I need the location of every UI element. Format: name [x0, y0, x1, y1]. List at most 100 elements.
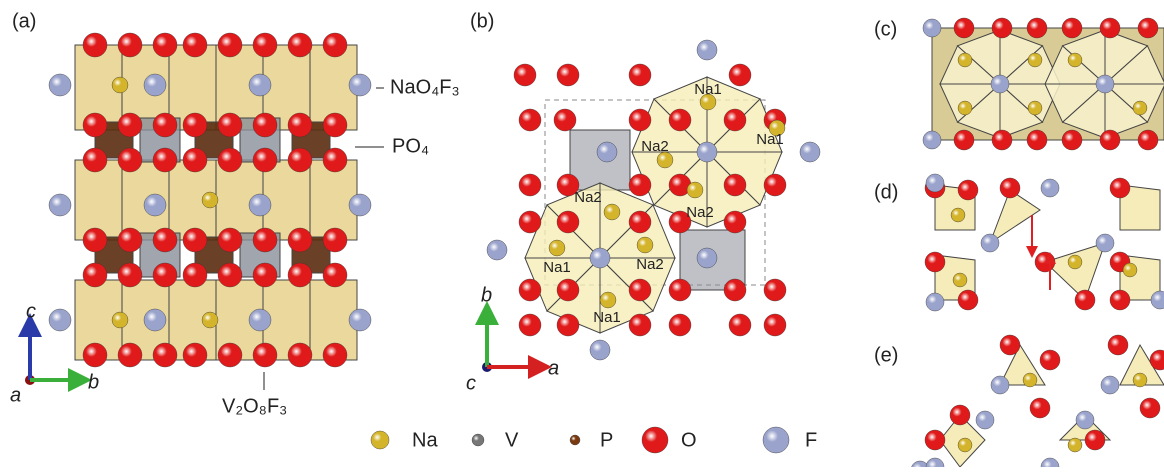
atom	[48, 193, 72, 217]
atom	[1026, 17, 1048, 39]
atom	[518, 278, 542, 302]
atom	[1137, 17, 1159, 39]
atom	[686, 181, 704, 199]
site-label: Na2	[686, 204, 714, 221]
atom	[48, 73, 72, 97]
atom	[696, 141, 718, 163]
atom	[596, 141, 618, 163]
atom	[723, 173, 747, 197]
atom	[668, 313, 692, 337]
atom	[990, 74, 1010, 94]
atom	[991, 129, 1013, 151]
atom	[1084, 429, 1106, 451]
atom	[696, 247, 718, 269]
atom	[1132, 372, 1148, 388]
atom	[763, 173, 787, 197]
atom	[728, 313, 752, 337]
atom	[252, 32, 278, 58]
atom	[953, 17, 975, 39]
atom	[252, 262, 278, 288]
axis-label: a	[548, 357, 559, 379]
atom	[322, 112, 348, 138]
atom	[287, 262, 313, 288]
atom	[82, 227, 108, 253]
atom	[957, 100, 973, 116]
atom	[182, 32, 208, 58]
axis-label: b	[481, 284, 492, 306]
site-label: Na2	[636, 256, 664, 273]
atom	[1109, 289, 1131, 311]
atom	[628, 173, 652, 197]
atom	[1099, 129, 1121, 151]
atom	[217, 262, 243, 288]
atom	[668, 278, 692, 302]
atom	[82, 112, 108, 138]
atom	[117, 262, 143, 288]
atom	[252, 227, 278, 253]
atom	[152, 147, 178, 173]
axis-label: a	[10, 384, 21, 406]
atom	[628, 210, 652, 234]
atom	[991, 17, 1013, 39]
atom	[980, 233, 1000, 253]
atom	[548, 239, 566, 257]
atom	[696, 39, 718, 61]
atom	[143, 73, 167, 97]
atom	[1029, 397, 1051, 419]
atom	[348, 308, 372, 332]
site-label: Na1	[543, 259, 571, 276]
axis-label: c	[26, 300, 36, 322]
atom	[152, 342, 178, 368]
atom	[723, 210, 747, 234]
polyhedron	[569, 129, 631, 191]
atom	[117, 32, 143, 58]
atom	[82, 32, 108, 58]
atom	[589, 339, 611, 361]
atom	[1067, 437, 1083, 453]
atom	[117, 227, 143, 253]
atom	[1149, 349, 1164, 371]
atom	[1132, 100, 1148, 116]
atom	[924, 251, 946, 273]
atom	[1109, 177, 1131, 199]
atom	[248, 73, 272, 97]
atom	[348, 193, 372, 217]
atom	[1026, 129, 1048, 151]
atom	[252, 112, 278, 138]
legend-label: Na	[412, 429, 438, 451]
atom	[217, 147, 243, 173]
atom	[925, 457, 945, 472]
atom	[1150, 290, 1164, 310]
atom	[925, 292, 945, 312]
polyhedron	[74, 159, 123, 241]
atom	[322, 32, 348, 58]
site-label: Na1	[593, 309, 621, 326]
atom	[990, 375, 1010, 395]
atom	[248, 308, 272, 332]
atom	[1067, 254, 1083, 270]
atom	[799, 141, 821, 163]
atom	[82, 262, 108, 288]
atom	[82, 147, 108, 173]
atom	[599, 291, 617, 309]
atom	[975, 410, 995, 430]
atom	[287, 342, 313, 368]
atom	[1061, 129, 1083, 151]
atom	[1139, 397, 1161, 419]
atom	[950, 207, 966, 223]
atom	[322, 147, 348, 173]
atom	[723, 108, 747, 132]
panel-label: (e)	[874, 344, 898, 366]
atom	[111, 76, 129, 94]
atom	[1061, 17, 1083, 39]
atom	[217, 227, 243, 253]
panel-label: (a)	[12, 10, 36, 32]
atom	[668, 108, 692, 132]
atom	[603, 203, 621, 221]
atom	[1067, 52, 1083, 68]
atom	[152, 262, 178, 288]
atom	[952, 272, 968, 288]
legend-swatch	[641, 426, 669, 454]
legend-swatch	[762, 426, 790, 454]
legend-label: F	[805, 429, 817, 451]
